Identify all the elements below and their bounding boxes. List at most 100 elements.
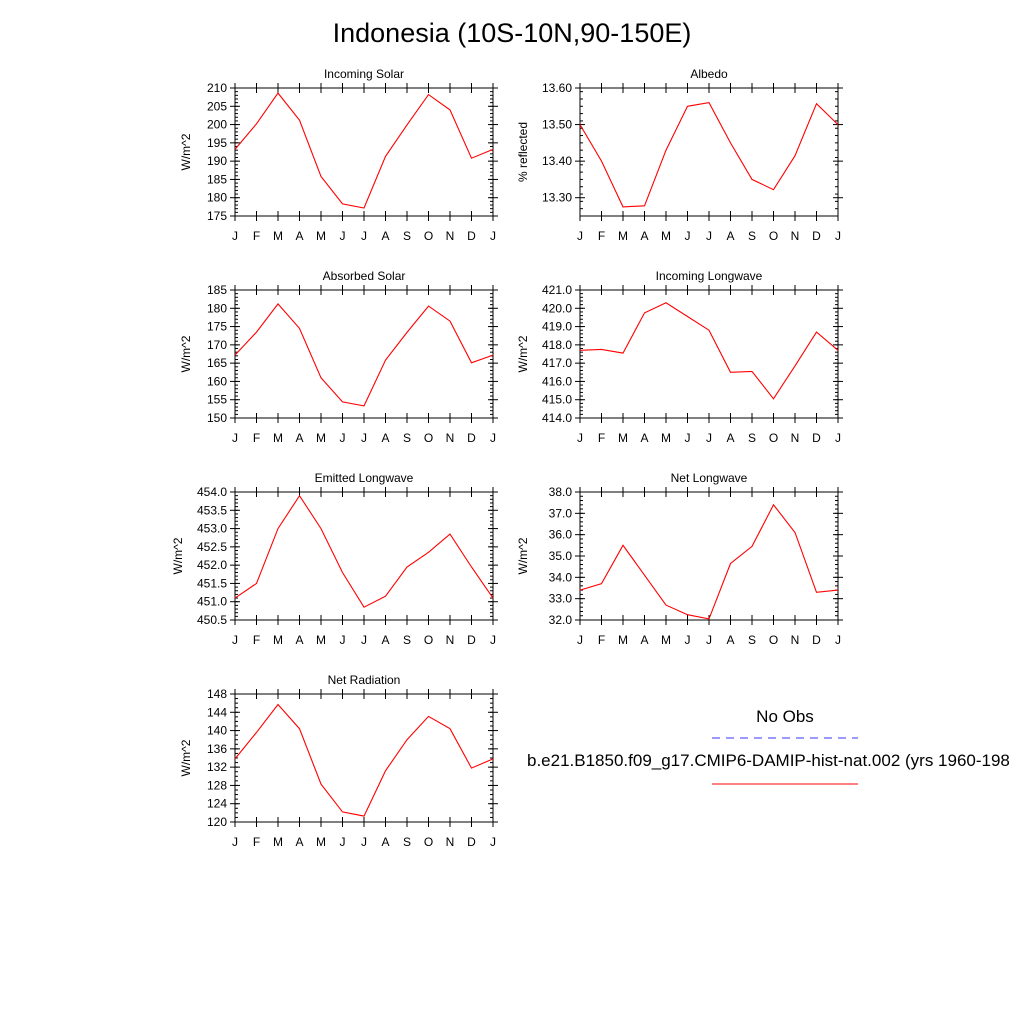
x-tick-label: J: [685, 229, 691, 243]
x-tick-label: F: [253, 229, 260, 243]
x-tick-label: S: [403, 229, 411, 243]
x-tick-label: M: [316, 633, 326, 647]
x-tick-label: M: [316, 431, 326, 445]
panel-title: Net Longwave: [671, 471, 748, 485]
y-tick-label: 13.60: [542, 81, 572, 95]
y-tick-label: 185: [207, 283, 227, 297]
panel-title: Albedo: [690, 67, 728, 81]
y-tick-label: 144: [207, 705, 227, 719]
y-tick-label: 175: [207, 320, 227, 334]
plot-frame: [234, 693, 494, 823]
x-tick-label: J: [490, 229, 496, 243]
x-tick-label: M: [316, 229, 326, 243]
y-tick-label: 454.0: [197, 485, 227, 499]
x-tick-label: O: [424, 431, 433, 445]
x-tick-label: J: [706, 431, 712, 445]
x-tick-label: F: [598, 229, 605, 243]
x-tick-label: M: [273, 633, 283, 647]
x-tick-label: J: [361, 633, 367, 647]
y-tick-label: 185: [207, 172, 227, 186]
y-tick-label: 205: [207, 99, 227, 113]
x-tick-label: S: [748, 633, 756, 647]
y-tick-label: 128: [207, 778, 227, 792]
x-tick-label: S: [748, 431, 756, 445]
x-tick-label: J: [685, 431, 691, 445]
x-tick-label: J: [835, 431, 841, 445]
y-tick-label: 416.0: [542, 374, 572, 388]
y-tick-label: 451.0: [197, 595, 227, 609]
y-tick-label: 418.0: [542, 338, 572, 352]
x-tick-label: D: [812, 633, 821, 647]
x-tick-label: M: [316, 835, 326, 849]
panel-title: Absorbed Solar: [323, 269, 406, 283]
y-tick-label: 420.0: [542, 301, 572, 315]
x-tick-label: A: [295, 431, 303, 445]
x-tick-label: D: [812, 431, 821, 445]
y-tick-label: 150: [207, 411, 227, 425]
x-tick-label: M: [273, 431, 283, 445]
y-axis-label: % reflected: [516, 122, 530, 182]
series-line: [234, 494, 494, 608]
x-tick-label: J: [361, 229, 367, 243]
legend-obs-label: No Obs: [756, 707, 814, 726]
x-tick-label: J: [232, 633, 238, 647]
y-tick-label: 450.5: [197, 613, 227, 627]
x-tick-label: J: [577, 229, 583, 243]
y-tick-label: 200: [207, 118, 227, 132]
series-line: [579, 302, 839, 400]
x-tick-label: D: [467, 431, 476, 445]
y-tick-label: 453.0: [197, 522, 227, 536]
x-tick-label: A: [295, 633, 303, 647]
y-tick-label: 175: [207, 209, 227, 223]
y-tick-label: 36.0: [549, 528, 573, 542]
x-tick-label: J: [706, 229, 712, 243]
panel-title: Incoming Solar: [324, 67, 404, 81]
y-tick-label: 148: [207, 687, 227, 701]
y-tick-label: 155: [207, 393, 227, 407]
y-tick-label: 165: [207, 356, 227, 370]
y-tick-label: 13.40: [542, 154, 572, 168]
y-tick-label: 419.0: [542, 320, 572, 334]
x-tick-label: A: [381, 229, 389, 243]
y-tick-label: 451.5: [197, 576, 227, 590]
x-tick-label: J: [340, 229, 346, 243]
y-tick-label: 452.5: [197, 540, 227, 554]
y-tick-label: 136: [207, 742, 227, 756]
y-tick-label: 38.0: [549, 485, 573, 499]
x-tick-label: J: [340, 633, 346, 647]
x-tick-label: N: [446, 633, 455, 647]
plot-frame: [579, 289, 839, 419]
y-tick-label: 195: [207, 136, 227, 150]
x-tick-label: J: [340, 835, 346, 849]
x-tick-label: J: [835, 633, 841, 647]
x-tick-label: M: [618, 229, 628, 243]
x-tick-label: N: [791, 229, 800, 243]
x-tick-label: J: [361, 835, 367, 849]
y-tick-label: 421.0: [542, 283, 572, 297]
y-axis-label: W/m^2: [516, 335, 530, 372]
x-tick-label: J: [490, 835, 496, 849]
y-tick-label: 37.0: [549, 506, 573, 520]
x-tick-label: M: [273, 229, 283, 243]
x-tick-label: F: [598, 431, 605, 445]
x-tick-label: M: [618, 633, 628, 647]
x-tick-label: J: [835, 229, 841, 243]
x-tick-label: J: [685, 633, 691, 647]
x-tick-label: O: [424, 633, 433, 647]
x-tick-label: J: [577, 431, 583, 445]
x-tick-label: O: [769, 431, 778, 445]
y-tick-label: 160: [207, 374, 227, 388]
x-tick-label: A: [726, 229, 734, 243]
y-axis-label: W/m^2: [179, 335, 193, 372]
x-tick-label: A: [640, 229, 648, 243]
plot-frame: [579, 491, 839, 621]
x-tick-label: F: [598, 633, 605, 647]
x-tick-label: A: [295, 835, 303, 849]
y-tick-label: 32.0: [549, 613, 573, 627]
x-tick-label: M: [661, 633, 671, 647]
y-tick-label: 414.0: [542, 411, 572, 425]
x-tick-label: D: [467, 229, 476, 243]
